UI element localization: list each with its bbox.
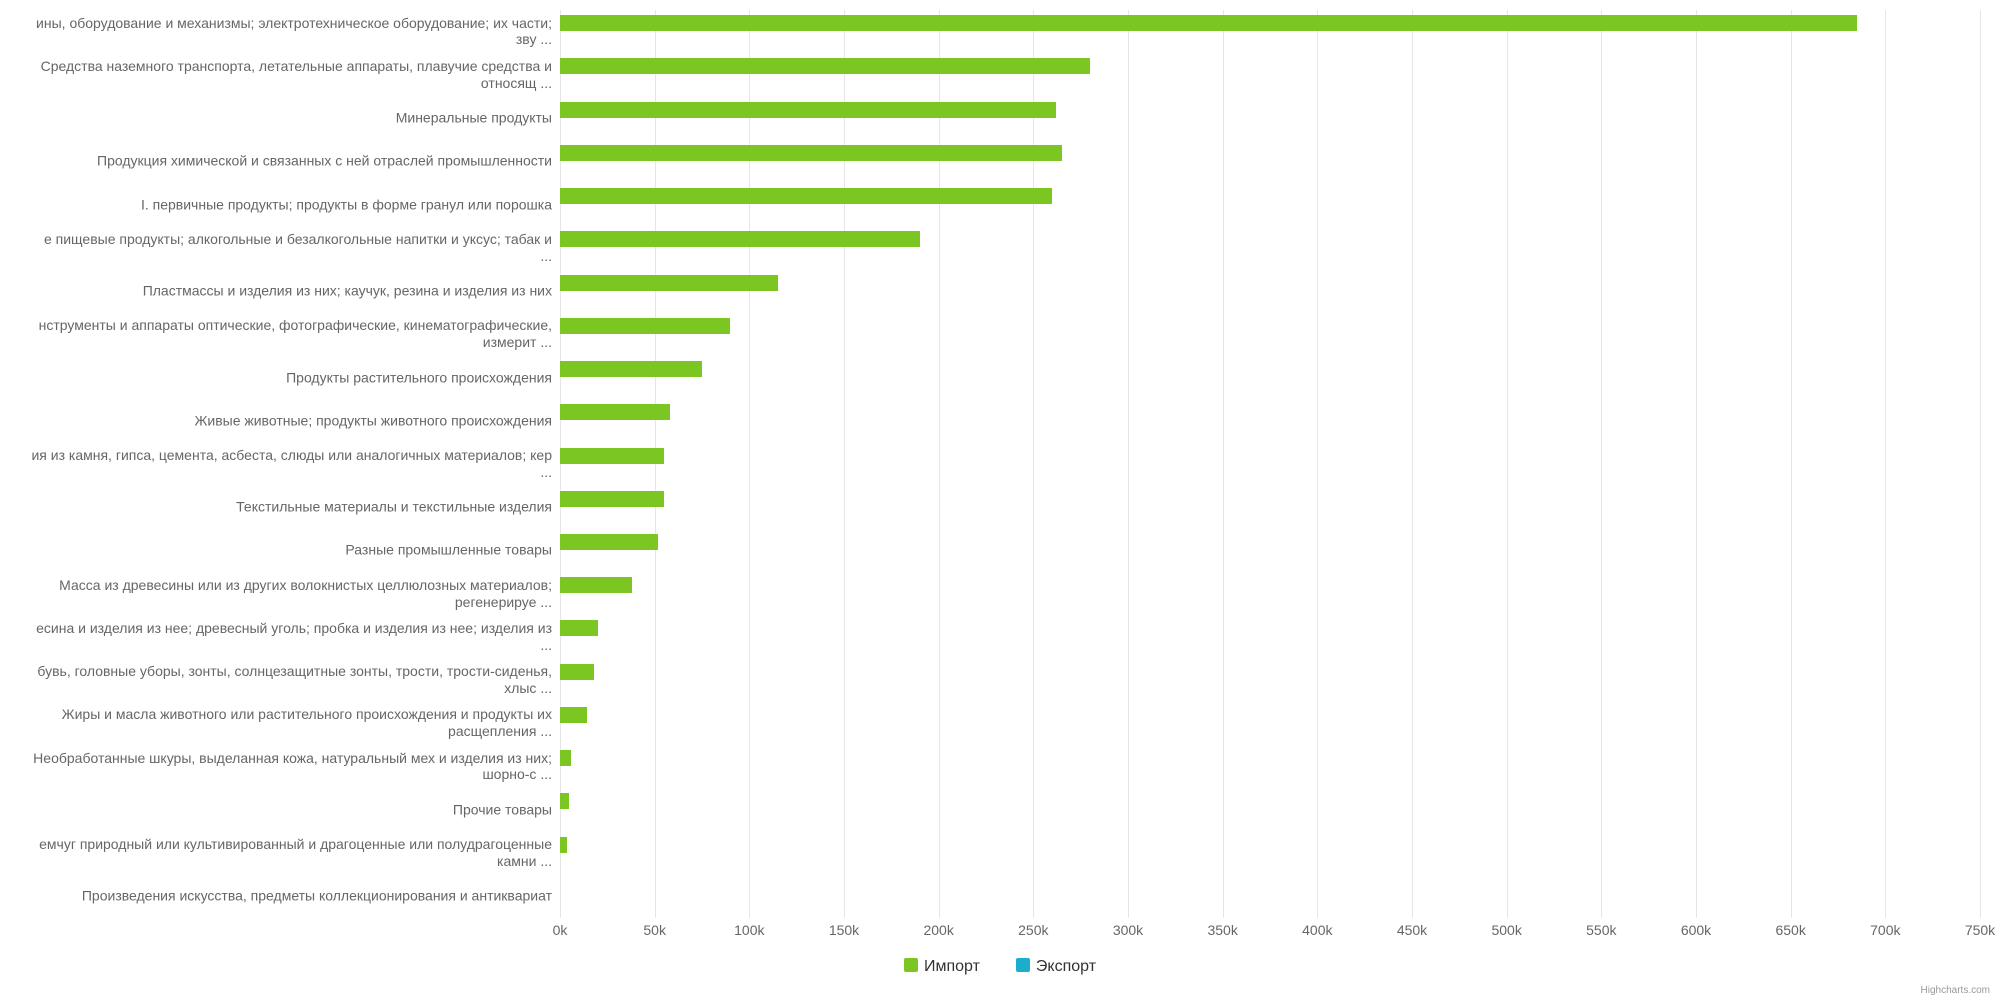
x-tick-label: 200k: [923, 922, 953, 938]
category-label: ия из камня, гипса, цемента, асбеста, сл…: [4, 447, 560, 481]
category-row: Продукты растительного происхождения: [560, 356, 1980, 399]
x-tick-label: 0k: [553, 922, 568, 938]
bar-import[interactable]: [560, 275, 778, 291]
bar-import[interactable]: [560, 188, 1052, 204]
legend-swatch: [904, 958, 918, 972]
legend-swatch: [1016, 958, 1030, 972]
category-row: бувь, головные уборы, зонты, солнцезащит…: [560, 659, 1980, 702]
category-label: ины, оборудование и механизмы; электроте…: [4, 15, 560, 49]
category-label: Средства наземного транспорта, летательн…: [4, 58, 560, 92]
x-tick-label: 100k: [734, 922, 764, 938]
credits-link[interactable]: Highcharts.com: [1921, 985, 1990, 996]
category-row: есина и изделия из нее; древесный уголь;…: [560, 615, 1980, 658]
legend: Импорт Экспорт: [0, 958, 2000, 976]
bar-import[interactable]: [560, 15, 1857, 31]
category-row: ия из камня, гипса, цемента, асбеста, сл…: [560, 442, 1980, 485]
category-label: Продукция химической и связанных с ней о…: [4, 153, 560, 170]
legend-item-import[interactable]: Импорт: [904, 958, 980, 976]
bar-import[interactable]: [560, 231, 920, 247]
bar-import[interactable]: [560, 448, 664, 464]
x-tick-label: 250k: [1018, 922, 1048, 938]
category-label: I. первичные продукты; продукты в форме …: [4, 196, 560, 213]
bar-import[interactable]: [560, 58, 1090, 74]
bar-import[interactable]: [560, 620, 598, 636]
bar-chart: ины, оборудование и механизмы; электроте…: [0, 0, 2000, 1000]
category-row: Необработанные шкуры, выделанная кожа, н…: [560, 745, 1980, 788]
category-row: емчуг природный или культивированный и д…: [560, 832, 1980, 875]
category-row: Текстильные материалы и текстильные изде…: [560, 486, 1980, 529]
bar-import[interactable]: [560, 102, 1056, 118]
bar-import[interactable]: [560, 534, 658, 550]
category-label: Необработанные шкуры, выделанная кожа, н…: [4, 750, 560, 784]
category-row: Продукция химической и связанных с ней о…: [560, 140, 1980, 183]
x-tick-label: 500k: [1491, 922, 1521, 938]
category-row: Масса из древесины или из других волокни…: [560, 572, 1980, 615]
legend-label: Экспорт: [1036, 958, 1096, 975]
bar-import[interactable]: [560, 491, 664, 507]
category-row: Разные промышленные товары: [560, 529, 1980, 572]
x-tick-label: 700k: [1870, 922, 1900, 938]
category-label: емчуг природный или культивированный и д…: [4, 836, 560, 870]
category-label: е пищевые продукты; алкогольные и безалк…: [4, 231, 560, 265]
bar-import[interactable]: [560, 361, 702, 377]
bar-import[interactable]: [560, 837, 567, 853]
category-label: Живые животные; продукты животного проис…: [4, 412, 560, 429]
x-tick-label: 550k: [1586, 922, 1616, 938]
category-label: Жиры и масла животного или растительного…: [4, 707, 560, 741]
category-label: есина и изделия из нее; древесный уголь;…: [4, 620, 560, 654]
x-tick-label: 450k: [1397, 922, 1427, 938]
category-label: Разные промышленные товары: [4, 542, 560, 559]
legend-item-export[interactable]: Экспорт: [1016, 958, 1096, 976]
category-label: Прочие товары: [4, 802, 560, 819]
category-label: Текстильные материалы и текстильные изде…: [4, 499, 560, 516]
bar-import[interactable]: [560, 145, 1062, 161]
bar-import[interactable]: [560, 793, 569, 809]
category-label: Пластмассы и изделия из них; каучук, рез…: [4, 283, 560, 300]
x-tick-label: 750k: [1965, 922, 1995, 938]
category-row: Минеральные продукты: [560, 96, 1980, 139]
x-tick-label: 350k: [1207, 922, 1237, 938]
category-label: нструменты и аппараты оптические, фотогр…: [4, 317, 560, 351]
x-tick-label: 600k: [1681, 922, 1711, 938]
legend-label: Импорт: [924, 958, 980, 975]
category-row: Произведения искусства, предметы коллекц…: [560, 875, 1980, 918]
bar-import[interactable]: [560, 664, 594, 680]
bar-import[interactable]: [560, 707, 587, 723]
category-row: Средства наземного транспорта, летательн…: [560, 53, 1980, 96]
bar-import[interactable]: [560, 577, 632, 593]
category-row: Прочие товары: [560, 788, 1980, 831]
gridline: [1980, 10, 1981, 918]
category-row: нструменты и аппараты оптические, фотогр…: [560, 313, 1980, 356]
x-tick-label: 150k: [829, 922, 859, 938]
category-label: Минеральные продукты: [4, 110, 560, 127]
bar-import[interactable]: [560, 750, 571, 766]
category-row: I. первичные продукты; продукты в форме …: [560, 183, 1980, 226]
category-row: Живые животные; продукты животного проис…: [560, 399, 1980, 442]
x-tick-label: 650k: [1775, 922, 1805, 938]
x-tick-label: 50k: [643, 922, 666, 938]
category-label: бувь, головные уборы, зонты, солнцезащит…: [4, 663, 560, 697]
category-row: е пищевые продукты; алкогольные и безалк…: [560, 226, 1980, 269]
x-tick-label: 400k: [1302, 922, 1332, 938]
category-row: Пластмассы и изделия из них; каучук, рез…: [560, 269, 1980, 312]
plot-area: ины, оборудование и механизмы; электроте…: [560, 10, 1980, 918]
category-label: Масса из древесины или из других волокни…: [4, 577, 560, 611]
category-label: Продукты растительного происхождения: [4, 369, 560, 386]
bar-import[interactable]: [560, 318, 730, 334]
category-label: Произведения искусства, предметы коллекц…: [4, 888, 560, 905]
category-row: ины, оборудование и механизмы; электроте…: [560, 10, 1980, 53]
category-row: Жиры и масла животного или растительного…: [560, 702, 1980, 745]
bar-import[interactable]: [560, 404, 670, 420]
x-tick-label: 300k: [1113, 922, 1143, 938]
